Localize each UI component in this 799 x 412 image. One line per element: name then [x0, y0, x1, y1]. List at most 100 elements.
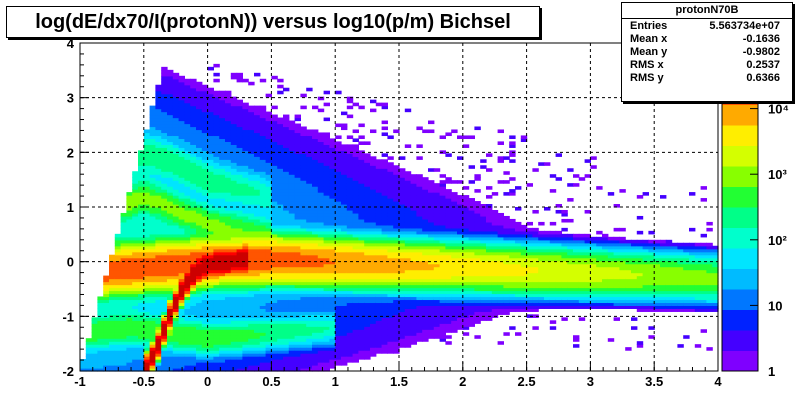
heatmap-cell	[178, 117, 185, 122]
heatmap-cell	[143, 209, 151, 214]
heatmap-cell	[288, 192, 296, 196]
heatmap-cell	[201, 257, 209, 262]
heatmap-cell	[184, 207, 191, 211]
heatmap-cell	[393, 320, 400, 324]
heatmap-cell	[335, 311, 342, 315]
heatmap-cell	[404, 221, 412, 226]
heatmap-cell	[213, 192, 220, 196]
heatmap-cell	[364, 308, 371, 312]
heatmap-cell	[126, 305, 133, 309]
heatmap-cell	[155, 207, 162, 211]
heatmap-cell	[375, 320, 383, 324]
heatmap-cell	[329, 233, 336, 238]
heatmap-cell	[219, 287, 226, 292]
heatmap-cell	[259, 353, 267, 357]
heatmap-cell	[445, 257, 452, 262]
heatmap-cell	[306, 230, 313, 235]
heatmap-cell	[468, 242, 475, 247]
heatmap-cell	[428, 168, 435, 172]
heatmap-cell	[474, 239, 481, 244]
heatmap-cell	[161, 144, 168, 148]
heatmap-cell	[242, 108, 249, 113]
heatmap-cell	[190, 362, 197, 366]
heatmap-cell	[254, 362, 261, 366]
heatmap-cell	[370, 320, 377, 324]
heatmap-cell	[422, 242, 429, 247]
heatmap-cell	[277, 129, 284, 134]
heatmap-cell	[312, 272, 319, 277]
heatmap-cell	[416, 254, 423, 259]
heatmap-cell	[161, 338, 168, 342]
heatmap-cell	[364, 192, 371, 196]
heatmap-cell	[317, 215, 325, 220]
heatmap-cell	[196, 365, 203, 369]
heatmap-cell	[468, 207, 475, 211]
heatmap-cell	[190, 186, 197, 190]
heatmap-cell	[132, 350, 139, 354]
heatmap-cell	[294, 236, 301, 241]
heatmap-cell	[190, 93, 197, 98]
heatmap-cell	[242, 126, 249, 131]
heatmap-cell	[184, 120, 191, 125]
heatmap-cell	[468, 248, 475, 253]
heatmap-cell	[230, 266, 238, 271]
heatmap-cell	[294, 344, 301, 348]
heatmap-cell	[138, 260, 145, 265]
heatmap-cell	[236, 263, 243, 268]
heatmap-cell	[207, 308, 214, 312]
heatmap-cell	[387, 248, 394, 253]
heatmap-cell	[422, 212, 429, 217]
heatmap-cell	[190, 162, 197, 166]
heatmap-cell	[242, 138, 249, 142]
heatmap-cell	[294, 260, 301, 265]
heatmap-cell	[277, 257, 284, 262]
heatmap-cell	[184, 162, 191, 166]
heatmap-cell	[422, 192, 429, 196]
heatmap-cell	[346, 299, 354, 304]
heatmap-cell	[306, 204, 313, 208]
heatmap-cell	[393, 284, 400, 289]
heatmap-cell	[393, 326, 400, 330]
heatmap-cell	[393, 245, 400, 250]
heatmap-cell	[341, 320, 348, 324]
heatmap-cell	[399, 242, 406, 247]
heatmap-cell	[375, 186, 383, 190]
heatmap-cell	[248, 201, 255, 205]
heatmap-cell	[149, 365, 156, 369]
heatmap-cell	[381, 245, 388, 250]
heatmap-cell	[312, 317, 319, 321]
heatmap-cell	[172, 117, 180, 122]
heatmap-cell	[410, 290, 417, 295]
heatmap-cell	[410, 177, 417, 181]
heatmap-cell	[120, 353, 127, 357]
heatmap-cell	[422, 317, 429, 321]
heatmap-cell	[167, 338, 174, 342]
heatmap-cell	[161, 66, 168, 71]
heatmap-cell	[277, 227, 284, 232]
heatmap-cell	[155, 245, 162, 250]
heatmap-cell	[283, 204, 290, 208]
heatmap-cell	[422, 326, 429, 330]
heatmap-cell	[341, 362, 348, 366]
heatmap-cell	[120, 335, 127, 339]
heatmap-cell	[346, 212, 354, 217]
heatmap-cell	[219, 326, 226, 330]
heatmap-cell	[283, 147, 290, 151]
heatmap-cell	[190, 245, 197, 250]
heatmap-cell	[248, 218, 255, 223]
heatmap-cell	[323, 209, 330, 214]
heatmap-cell	[294, 299, 301, 304]
heatmap-cell	[265, 207, 272, 211]
heatmap-cell	[428, 183, 435, 187]
heatmap-cell	[416, 290, 423, 295]
heatmap-cell	[265, 245, 272, 250]
heatmap-cell	[207, 239, 214, 244]
heatmap-cell	[306, 362, 313, 366]
heatmap-cell	[138, 308, 145, 312]
heatmap-cell	[364, 180, 371, 184]
heatmap-cell	[341, 174, 348, 178]
heatmap-cell	[323, 174, 330, 178]
heatmap-cell	[132, 305, 139, 309]
heatmap-cell	[132, 189, 139, 193]
heatmap-cell	[283, 299, 290, 304]
